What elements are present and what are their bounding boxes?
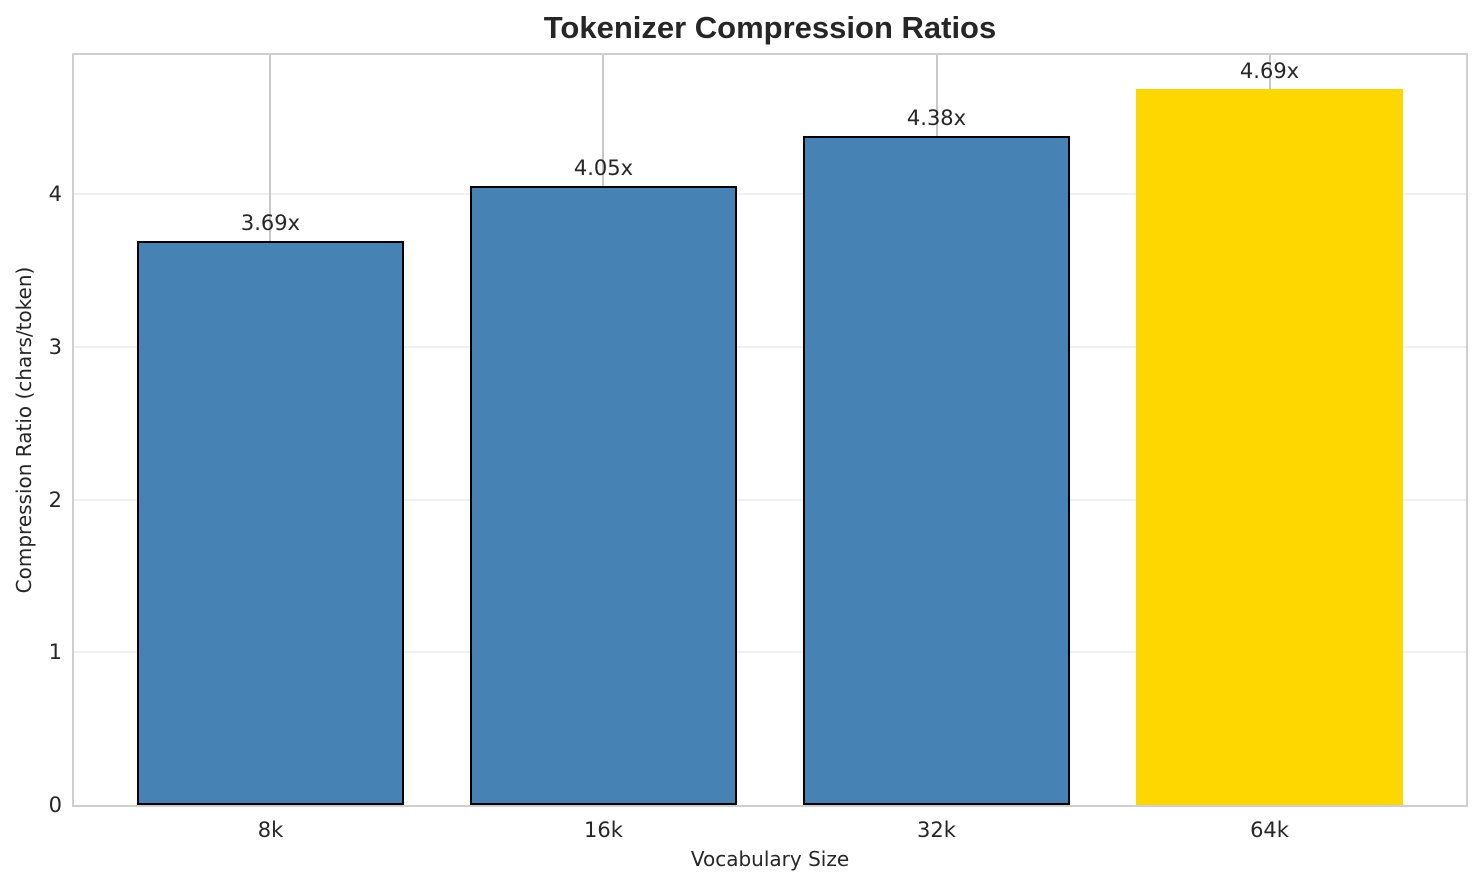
bar-value-label: 4.05x <box>573 156 634 181</box>
plot-area: 3.69x 4.05x 4.38x 4.69x <box>72 53 1468 807</box>
y-tick-label: 1 <box>48 640 62 665</box>
x-axis-label: Vocabulary Size <box>690 847 850 871</box>
y-tick-label: 0 <box>48 793 62 817</box>
bar-value-label: 4.69x <box>1239 58 1300 83</box>
horizontal-gridline <box>74 345 1466 348</box>
x-tick-label-32k: 32k <box>917 818 956 842</box>
bar-value-label: 3.69x <box>240 211 301 236</box>
bar-16k <box>470 186 737 805</box>
horizontal-gridline <box>74 498 1466 501</box>
bar-64k <box>1136 88 1403 805</box>
y-tick-label: 4 <box>48 182 62 206</box>
bar-8k <box>137 241 404 805</box>
x-tick-label-16k: 16k <box>584 818 623 842</box>
chart-title: Tokenizer Compression Ratios <box>543 10 997 45</box>
horizontal-gridline <box>74 193 1466 196</box>
horizontal-gridline <box>74 651 1466 654</box>
x-tick-label-64k: 64k <box>1250 818 1289 842</box>
y-tick-label: 2 <box>48 487 62 512</box>
bar-value-label: 4.38x <box>906 105 967 130</box>
y-tick-label: 3 <box>48 334 62 359</box>
x-tick-label-8k: 8k <box>257 818 284 842</box>
y-axis-label: Compression Ratio (chars/token) <box>12 266 36 594</box>
bar-32k <box>803 135 1070 805</box>
